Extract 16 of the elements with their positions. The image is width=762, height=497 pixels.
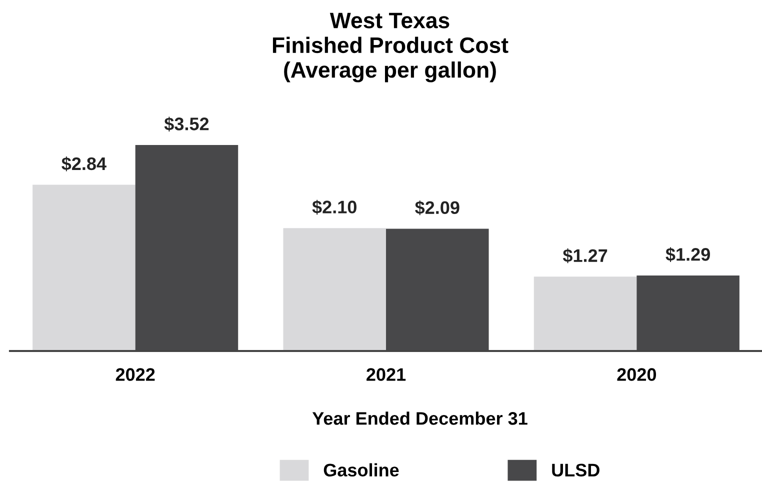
data-label: $2.09 [415, 200, 460, 216]
x-axis-title: Year Ended December 31 [312, 412, 528, 425]
chart-title: West Texas Finished Product Cost (Average per gallon) [272, 12, 508, 82]
data-label: $3.52 [164, 116, 209, 132]
legend-label: ULSD [552, 464, 600, 477]
data-label: $1.27 [562, 248, 608, 264]
x-tick-label: 2022 [116, 368, 155, 381]
x-tick-label: 2020 [617, 368, 656, 381]
bar [534, 276, 637, 351]
legend-label: Gasoline [324, 463, 399, 477]
data-label: $1.29 [666, 247, 710, 262]
bar [283, 228, 386, 351]
bar [32, 184, 136, 351]
data-label: $2.84 [62, 156, 106, 172]
data-label: $2.10 [312, 200, 356, 215]
x-tick-label: 2021 [366, 368, 406, 381]
